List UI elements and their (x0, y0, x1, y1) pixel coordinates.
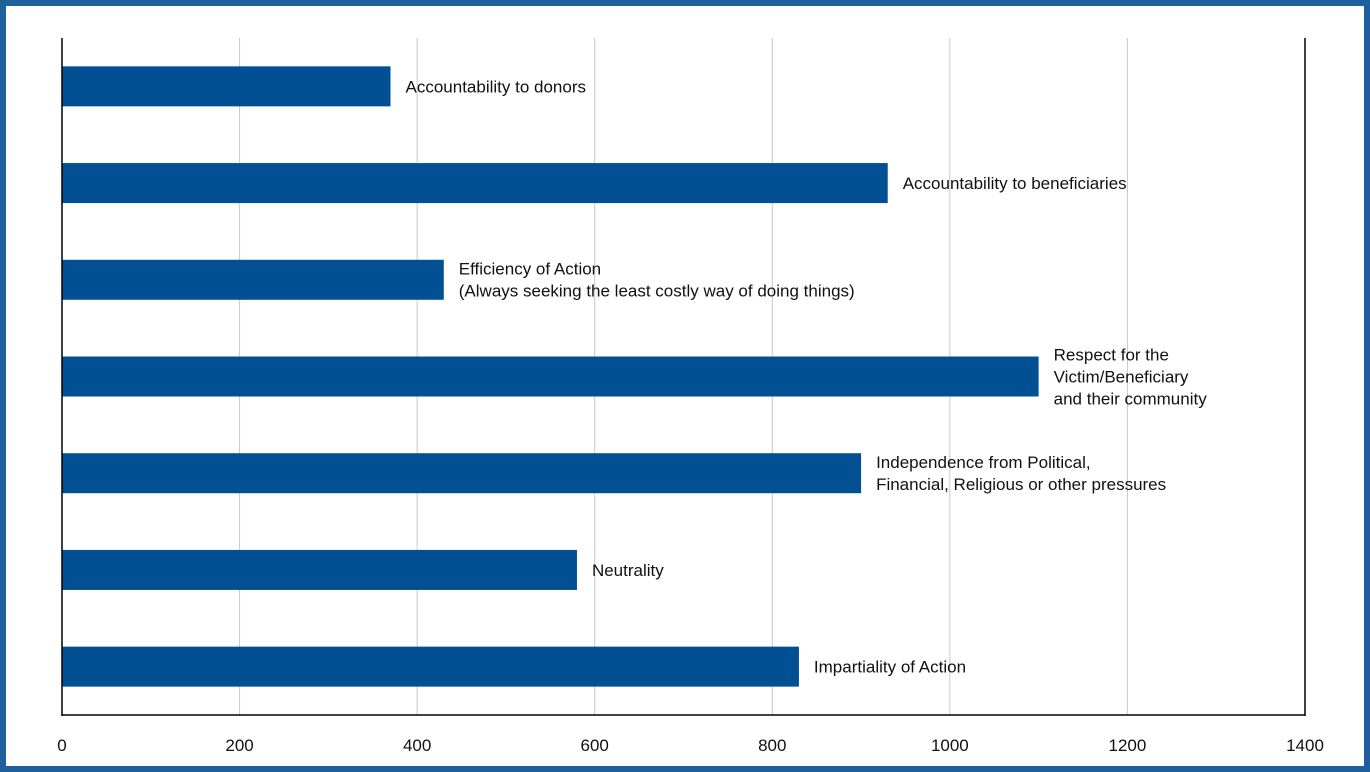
bar-label: Accountability to beneficiaries (903, 174, 1127, 193)
bar-label: Independence from Political, Financial, R… (876, 453, 1166, 494)
bar (62, 646, 799, 687)
x-tick-label: 0 (57, 736, 66, 755)
axes (61, 38, 1306, 716)
x-tick-label: 600 (581, 736, 609, 755)
bar-label: Impartiality of Action (814, 658, 966, 677)
x-tick-label: 800 (758, 736, 786, 755)
bar (62, 66, 391, 107)
x-tick-label: 200 (225, 736, 253, 755)
bar-label: Accountability to donors (406, 77, 587, 96)
x-tick-label: 400 (403, 736, 431, 755)
bar-label: Neutrality (592, 561, 664, 580)
x-tick-label: 1200 (1109, 736, 1147, 755)
bar (62, 453, 862, 494)
bar (62, 259, 444, 300)
bar (62, 163, 888, 204)
x-tick-label: 1400 (1286, 736, 1324, 755)
bars (62, 66, 1039, 687)
x-tick-labels: 0 200 400 600 800 1000 1200 1400 (57, 736, 1324, 755)
bar (62, 549, 577, 590)
bar-labels: Accountability to donors Accountability t… (406, 77, 1208, 676)
bar-label: Respect for the Victim/Beneficiary and the… (1054, 345, 1208, 408)
bar (62, 356, 1039, 397)
x-tick-label: 1000 (931, 736, 969, 755)
bar-label: Efficiency of Action (Always seeking the … (459, 260, 855, 301)
